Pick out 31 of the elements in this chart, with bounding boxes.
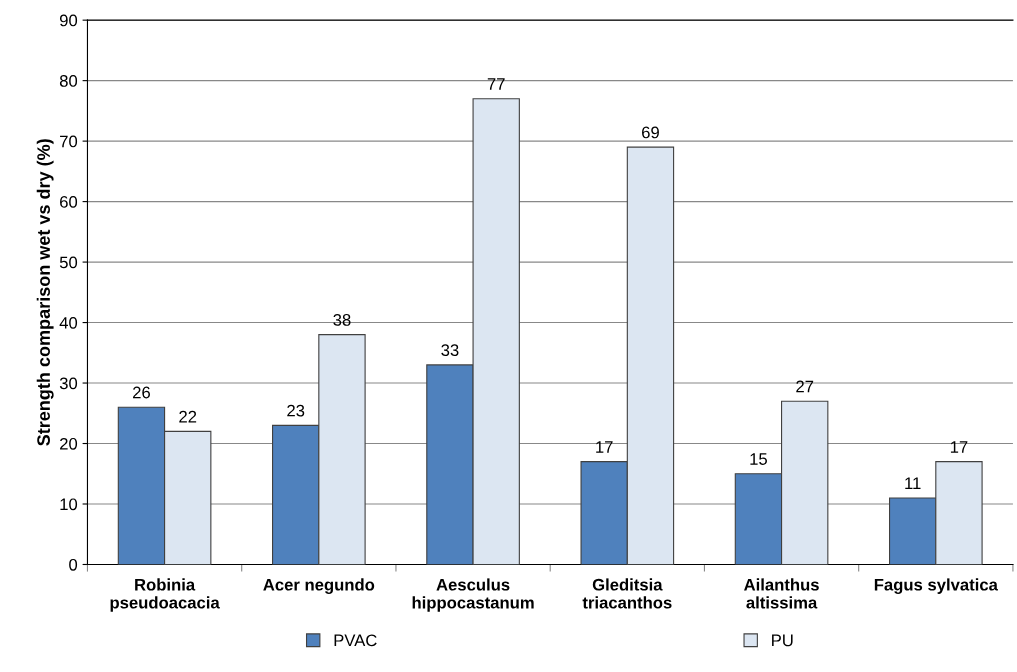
y-tick-label: 40 — [59, 316, 78, 329]
data-label: 33 — [441, 344, 459, 357]
y-tick-label: 20 — [60, 437, 78, 450]
y-tick-label: 10 — [60, 498, 78, 511]
x-tick-label: Gleditsia triacanthos — [582, 578, 672, 609]
data-label: 22 — [179, 410, 197, 423]
x-tick-label: Ailanthus altissima — [744, 578, 819, 609]
data-label: 27 — [796, 380, 814, 393]
legend-label: PVAC — [334, 634, 377, 647]
data-label: 11 — [905, 477, 921, 489]
data-label: 15 — [750, 453, 767, 465]
y-tick-label: 70 — [60, 135, 78, 148]
y-axis-title: Strength comparison wet vs dry (%) — [36, 139, 54, 446]
y-tick-label: 60 — [60, 196, 78, 208]
data-label: 17 — [596, 441, 613, 453]
y-tick-label: 30 — [59, 377, 78, 390]
y-tick-label: 80 — [59, 75, 78, 87]
data-label: 69 — [642, 126, 659, 139]
data-label: 26 — [133, 386, 150, 399]
x-tick-label: Fagus sylvatica — [874, 578, 998, 594]
data-label: 77 — [487, 78, 505, 90]
x-tick-label: Robinia pseudoacacia — [110, 578, 220, 612]
data-label: 38 — [333, 314, 351, 326]
data-label: 23 — [287, 404, 305, 417]
legend-label: PU — [772, 634, 793, 647]
x-tick-label: Acer negundo — [263, 578, 375, 594]
y-tick-label: 50 — [59, 256, 78, 269]
x-tick-label: Aesculus hippocastanum — [412, 578, 534, 612]
y-tick-label: 90 — [59, 14, 78, 27]
y-tick-label: 0 — [69, 558, 78, 571]
data-label: 17 — [950, 441, 968, 453]
